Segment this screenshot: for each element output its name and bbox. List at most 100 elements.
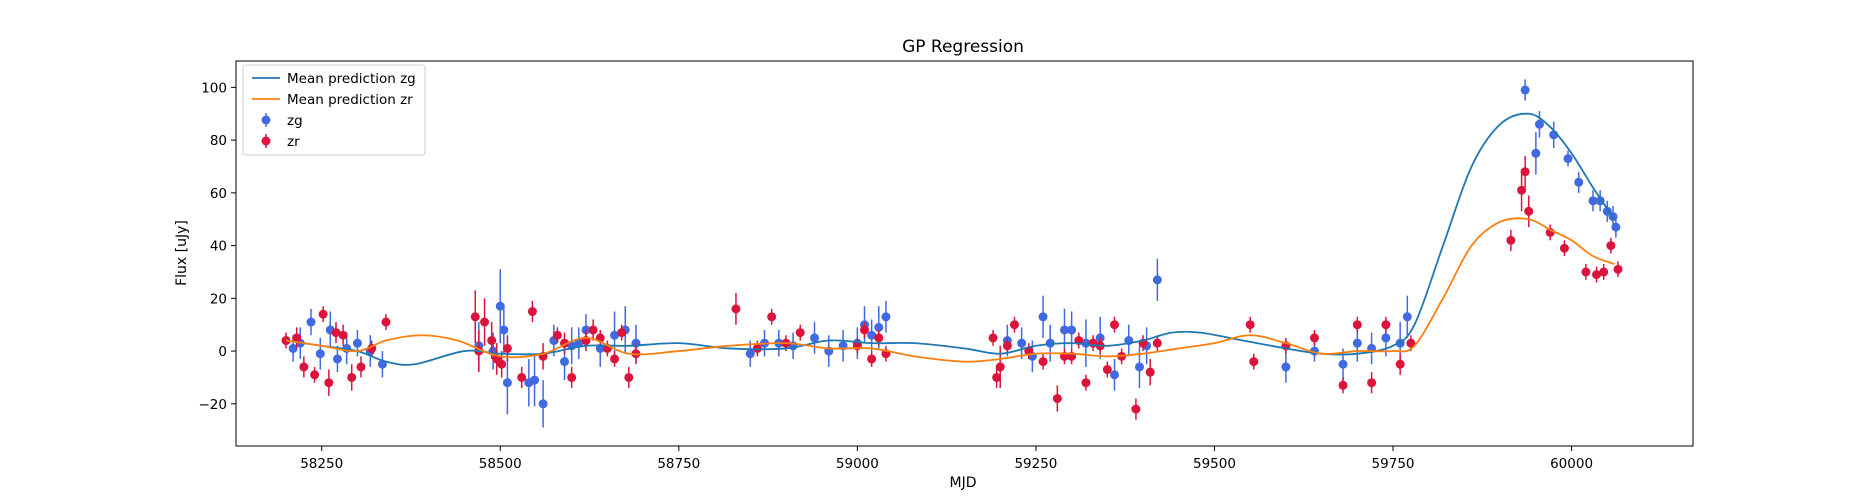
zr-point — [1152, 338, 1162, 348]
legend: Mean prediction zg Mean prediction zr zg… — [242, 64, 426, 156]
y-tick-label: 100 — [201, 80, 227, 96]
zr-point — [356, 362, 366, 372]
zr-point — [988, 333, 998, 343]
zr-point — [480, 317, 490, 327]
x-axis-label: MJD — [950, 475, 977, 491]
chart-title: GP Regression — [902, 37, 1024, 57]
zg-point — [288, 343, 298, 353]
zr-point — [617, 328, 627, 338]
axes: 58250 58500 58750 59000 59250 59500 59750 60000… — [199, 60, 1694, 472]
legend-marker-zg — [261, 115, 271, 125]
zr-point — [1102, 365, 1112, 375]
zr-point — [588, 325, 598, 335]
legend-label-mean-zr: Mean prediction zr — [287, 92, 413, 108]
zr-point — [767, 312, 777, 322]
zg-point — [538, 399, 548, 409]
zr-point — [1249, 357, 1259, 367]
x-tick-label: 59000 — [836, 456, 879, 472]
zr-point — [292, 333, 302, 343]
zr-point — [731, 304, 741, 314]
zg-point — [560, 357, 570, 367]
zr-point — [517, 372, 527, 382]
zg-point — [530, 375, 540, 385]
zr-point — [1002, 341, 1012, 351]
zr-point — [1081, 378, 1091, 388]
zg-point — [1067, 325, 1077, 335]
zr-point — [1506, 235, 1516, 245]
zr-point — [992, 372, 1002, 382]
zr-point — [1559, 243, 1569, 253]
zr-point — [1395, 359, 1405, 369]
zr-point — [1599, 267, 1609, 277]
x-tick-label: 59750 — [1372, 456, 1415, 472]
zr-point — [610, 354, 620, 364]
legend-label-mean-zg: Mean prediction zg — [287, 71, 416, 87]
zg-point — [1381, 333, 1391, 343]
x-tick-label: 59500 — [1193, 456, 1236, 472]
zr-point — [331, 328, 341, 338]
x-tick-label: 58750 — [657, 456, 700, 472]
zg-point — [1563, 154, 1573, 164]
zr-point — [470, 312, 480, 322]
zg-point — [1059, 325, 1069, 335]
zr-point — [1367, 378, 1377, 388]
mean-line-zr — [285, 217, 1615, 363]
zg-point — [495, 301, 505, 311]
zr-point — [1145, 367, 1155, 377]
zg-point — [502, 378, 512, 388]
x-tick-label: 58250 — [300, 456, 343, 472]
zg-point — [1338, 359, 1348, 369]
zg-point — [306, 317, 316, 327]
zg-point — [1520, 85, 1530, 95]
zr-point — [338, 330, 348, 340]
zr-point — [860, 325, 870, 335]
zg-point — [574, 338, 584, 348]
zr-point — [1592, 270, 1602, 280]
zg-point — [1038, 312, 1048, 322]
zg-point — [1134, 362, 1144, 372]
zg-point — [1109, 370, 1119, 380]
zg-point — [1352, 338, 1362, 348]
zg-point — [315, 349, 325, 359]
zr-point — [995, 362, 1005, 372]
zr-point — [1038, 357, 1048, 367]
zr-point — [867, 354, 877, 364]
zr-point — [487, 336, 497, 346]
zg-point — [1531, 148, 1541, 158]
zr-point — [1131, 404, 1141, 414]
zg-point — [1588, 196, 1598, 206]
zr-point — [1613, 264, 1623, 274]
zr-point — [1245, 320, 1255, 330]
x-tick-label: 59250 — [1014, 456, 1057, 472]
legend-box — [242, 64, 426, 156]
y-tick-label: 20 — [210, 291, 227, 307]
zr-point — [324, 378, 334, 388]
zg-point — [1281, 362, 1291, 372]
zr-point — [1052, 394, 1062, 404]
zg-point — [610, 330, 620, 340]
zg-point — [1017, 338, 1027, 348]
zr-point — [497, 359, 507, 369]
zr-point — [381, 317, 391, 327]
series-zg — [288, 79, 1621, 428]
zg-point — [1574, 177, 1584, 187]
zr-point — [1309, 333, 1319, 343]
zg-point — [1045, 338, 1055, 348]
zr-point — [1520, 167, 1530, 177]
zr-point — [1406, 338, 1416, 348]
zr-point — [1109, 320, 1119, 330]
zr-point — [624, 372, 634, 382]
zr-point — [1517, 185, 1527, 195]
zr-point — [310, 370, 320, 380]
zr-point — [1606, 241, 1616, 251]
zr-point — [1009, 320, 1019, 330]
zg-point — [1611, 222, 1621, 232]
y-tick-label: 80 — [210, 133, 227, 149]
zr-point — [299, 362, 309, 372]
zg-point — [745, 349, 755, 359]
zg-point — [1152, 275, 1162, 285]
y-tick-label: 40 — [210, 239, 227, 255]
zr-point — [1381, 320, 1391, 330]
legend-label-zr: zr — [287, 134, 300, 150]
